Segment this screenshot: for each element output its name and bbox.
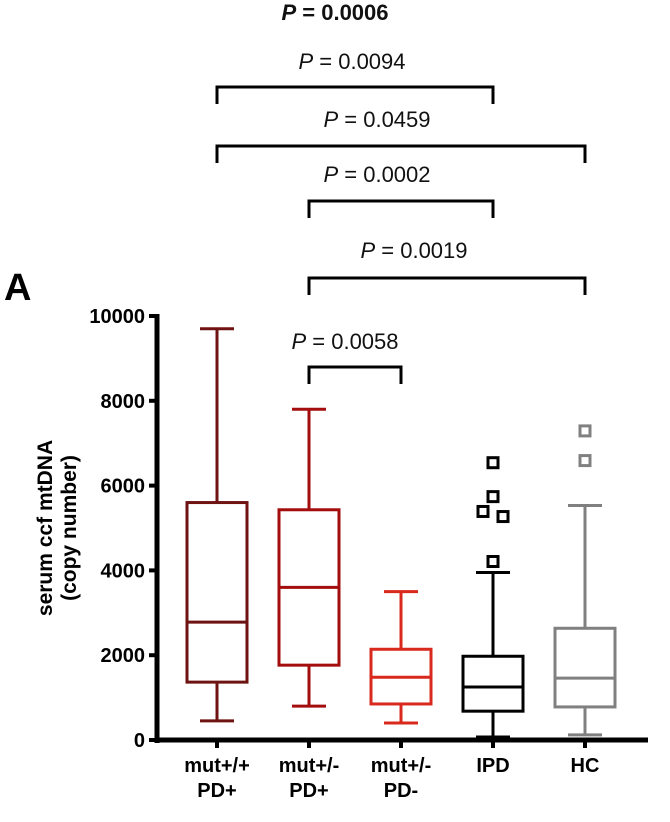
outlier-point: [476, 504, 490, 518]
significance-bracket: [215, 144, 587, 163]
p-value-label: P = 0.0002: [323, 162, 430, 187]
outlier-point: [578, 454, 592, 468]
significance-bracket: [215, 85, 495, 104]
y-tick-label: 6000: [101, 476, 146, 498]
y-tick-label: 2000: [101, 645, 146, 667]
y-axis-title-line1: serum ccf mtDNA: [34, 440, 57, 616]
p-symbol: P: [323, 107, 338, 132]
significance-bracket: [307, 199, 495, 218]
y-tick-label: 8000: [101, 391, 146, 413]
box-hc: [553, 424, 617, 737]
p-value: = 0.0002: [338, 162, 430, 187]
comparison-2: P = 0.0459: [215, 107, 587, 163]
outlier-point: [486, 554, 500, 568]
outlier-point: [486, 456, 500, 470]
p-value-label: P = 0.0006: [281, 0, 388, 25]
outlier-point: [578, 424, 592, 438]
box-mut-pd-: [185, 327, 249, 723]
comparison-4: P = 0.0019: [307, 238, 587, 295]
significance-bracket: [307, 365, 403, 384]
y-tick-label: 10000: [89, 306, 145, 328]
p-symbol: P: [298, 49, 313, 74]
p-value: = 0.0006: [296, 0, 388, 25]
comparison-0: P = 0.0006: [281, 0, 388, 25]
x-tick-label: mut+/+: [184, 755, 250, 777]
comparison-1: P = 0.0094: [215, 49, 495, 104]
p-value-label: P = 0.0058: [291, 329, 398, 354]
x-tick-label-line2: PD-: [384, 780, 418, 802]
x-tick-label-line2: PD+: [289, 780, 328, 802]
comparison-5: P = 0.0058: [291, 329, 403, 384]
p-value-label: P = 0.0459: [323, 107, 430, 132]
y-tick-label: 0: [134, 730, 145, 752]
p-symbol: P: [323, 162, 338, 187]
p-value: = 0.0459: [338, 107, 430, 132]
p-value-label: P = 0.0019: [360, 238, 467, 263]
box-mut-pd-: [369, 590, 433, 725]
p-value: = 0.0019: [375, 238, 467, 263]
p-symbol: P: [281, 0, 296, 25]
outlier-point: [486, 490, 500, 504]
p-value-label: P = 0.0094: [298, 49, 405, 74]
p-value: = 0.0058: [306, 329, 398, 354]
boxes: [185, 327, 617, 739]
axes: 0 2000 4000 6000 8000 10000 mut+/+ PD+ mut+/- PD+…: [89, 306, 648, 802]
y-axis-title-line2: (copy number): [58, 455, 81, 601]
iqr-box: [553, 626, 617, 709]
p-symbol: P: [291, 329, 306, 354]
comparison-3: P = 0.0002: [307, 162, 495, 218]
iqr-box: [461, 654, 525, 713]
significance-bracket: [307, 276, 587, 295]
x-tick-label: IPD: [476, 755, 509, 777]
box-mut-pd-: [277, 407, 341, 708]
iqr-box: [185, 501, 249, 684]
y-axis-title: serum ccf mtDNA (copy number): [34, 440, 81, 616]
x-tick-label: mut+/-: [371, 755, 432, 777]
panel-label: A: [4, 267, 31, 309]
x-tick-label: mut+/-: [279, 755, 340, 777]
y-tick-label: 4000: [101, 560, 146, 582]
outlier-point: [496, 510, 510, 524]
box-ipd: [461, 456, 525, 739]
x-tick-label-line2: PD+: [197, 780, 236, 802]
p-symbol: P: [360, 238, 375, 263]
x-tick-label: HC: [571, 755, 600, 777]
p-value: = 0.0094: [313, 49, 405, 74]
